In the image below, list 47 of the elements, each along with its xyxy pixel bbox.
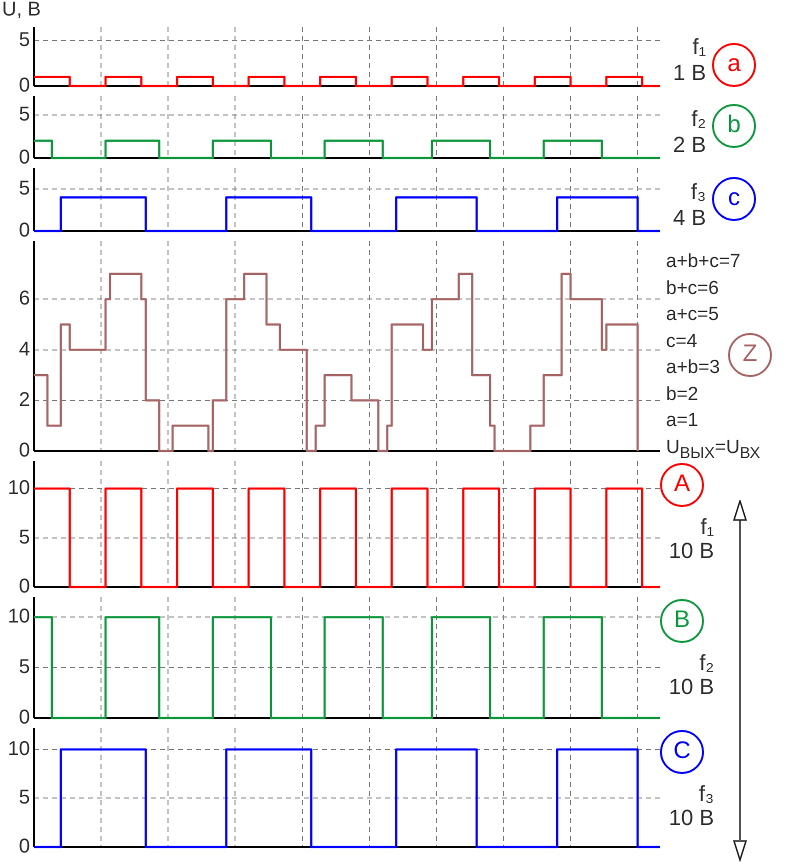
y-tick-label: 0 xyxy=(18,146,30,169)
y-tick-label: 2 xyxy=(18,388,30,411)
text: f₂ xyxy=(691,106,706,132)
text: a+b=3 xyxy=(666,357,720,378)
text: 10 В xyxy=(668,674,714,699)
y-tick-label: 5 xyxy=(18,29,30,52)
y-tick-label: 5 xyxy=(18,656,30,678)
text: 4 В xyxy=(672,205,706,231)
text: c xyxy=(712,176,756,220)
y-tick-label: 5 xyxy=(18,526,30,548)
text: 1 В xyxy=(672,60,706,86)
y-tick-label: 10 xyxy=(8,477,30,500)
text: b=2 xyxy=(666,382,700,406)
text: a=1 xyxy=(666,409,700,433)
text: f₂ xyxy=(699,650,714,675)
text: Z xyxy=(728,333,772,377)
y-tick-label: 4 xyxy=(18,338,30,360)
text: a+b+c=7 xyxy=(666,250,742,274)
y-tick-label: 0 xyxy=(18,836,30,858)
text: 2 В xyxy=(672,132,706,158)
y-tick-label: 6 xyxy=(18,288,30,310)
y-tick-label: 10 xyxy=(8,606,30,628)
y-tick-label: 0 xyxy=(18,74,30,97)
y-tick-label: 0 xyxy=(18,706,30,729)
text: f₁ xyxy=(692,34,706,60)
text: a+c=5 xyxy=(666,303,720,327)
text: 10 В xyxy=(668,805,714,830)
y-axis-title: U, В xyxy=(2,0,41,21)
text: f₃ xyxy=(690,179,706,205)
text: U$_{ВЫХ}$=U$_{ВХ}$ xyxy=(666,436,760,464)
text: f₁ xyxy=(700,514,714,539)
text: 10 В xyxy=(668,538,714,563)
y-tick-label: 5 xyxy=(18,178,30,200)
text: b+c=6 xyxy=(666,276,720,300)
series-label: C xyxy=(660,730,704,774)
text: b xyxy=(712,104,756,148)
y-tick-label: 0 xyxy=(18,440,30,462)
text: B xyxy=(660,599,704,643)
y-tick-label: 10 xyxy=(8,738,30,760)
y-tick-label: 5 xyxy=(18,103,30,126)
text: f₃ xyxy=(698,781,714,806)
text: a xyxy=(712,42,756,86)
y-tick-label: 5 xyxy=(18,786,30,809)
y-tick-label: 0 xyxy=(18,220,30,242)
y-tick-label: 0 xyxy=(18,576,30,598)
series-label: A xyxy=(660,463,704,507)
text: c=4 xyxy=(666,330,698,352)
